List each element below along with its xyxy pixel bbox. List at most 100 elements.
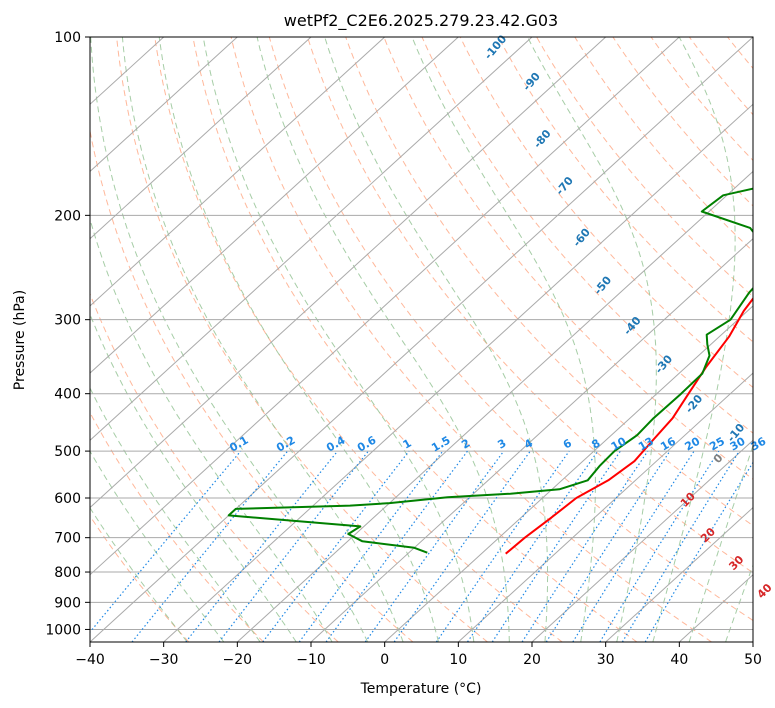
isotherm-line	[236, 170, 753, 642]
y-tick-label: 700	[54, 531, 81, 547]
moist-adiabat-label: 40	[755, 581, 775, 601]
temperature-profile-line	[505, 297, 753, 555]
isotherm-line	[90, 37, 459, 374]
x-tick-label: −10	[296, 652, 326, 668]
dry-adiabat-line	[421, 37, 753, 434]
moist-adiabat-label: 0	[711, 451, 726, 466]
moist-adiabat-line	[121, 37, 404, 642]
isotherm-line	[310, 237, 753, 642]
mixing-ratio-line	[131, 450, 289, 642]
saturation-temperature-label: -40	[621, 314, 644, 338]
mixing-ratio-label: 3	[495, 437, 508, 452]
x-axis-label: Temperature (°C)	[360, 681, 482, 697]
isotherm-line	[605, 506, 753, 642]
mixing-ratio-line	[491, 450, 621, 642]
isotherm-line	[90, 37, 753, 642]
isotherm-line	[90, 37, 312, 240]
saturation-temperature-label: -20	[683, 392, 706, 416]
dry-adiabat-line	[268, 37, 753, 622]
x-tick-label: 40	[670, 652, 688, 668]
dry-adiabat-line	[90, 515, 190, 642]
saturation-temperature-label: -50	[591, 273, 614, 297]
dry-adiabat-line	[230, 37, 712, 642]
saturation-temperature-label: -80	[531, 127, 554, 151]
chart-title: wetPf2_C2E6.2025.279.23.42.G03	[284, 11, 558, 31]
dry-adiabat-line	[192, 37, 638, 642]
y-tick-label: 200	[54, 208, 81, 224]
mixing-ratio-line	[90, 450, 242, 633]
mixing-ratio-line	[218, 450, 369, 642]
dry-adiabat-line	[90, 128, 414, 642]
isotherm-line	[90, 37, 607, 509]
dry-adiabat-line	[154, 37, 563, 642]
series-layer	[227, 187, 753, 555]
moist-adiabat-line	[90, 217, 333, 642]
moist-adiabat-line	[652, 37, 736, 642]
isotherm-line	[457, 372, 753, 642]
annotation-layer: 0.1 0.2 0.4 0.6 1 1.5 2 3 4 6 8 10 13 16 20 25 30 36-100-…	[227, 32, 775, 601]
dry-adiabat-line	[688, 37, 753, 116]
y-tick-label: 400	[54, 387, 81, 403]
moist-adiabat-line	[411, 37, 596, 642]
mixing-ratio-line	[572, 450, 695, 642]
y-tick-label: 300	[54, 313, 81, 329]
mixing-ratio-label: 2	[459, 437, 472, 452]
y-tick-label: 1000	[45, 622, 81, 638]
moist-adiabat-line	[90, 387, 261, 642]
y-axis-label: Pressure (hPa)	[12, 290, 28, 390]
mixing-ratio-line	[545, 450, 671, 642]
moist-adiabat-line	[90, 506, 188, 642]
moist-adiabat-label: 30	[726, 553, 746, 573]
mixing-ratio-label: 1	[401, 437, 414, 452]
moist-adiabat-line	[90, 313, 297, 642]
x-tick-label: 10	[449, 652, 467, 668]
mixing-ratio-line	[262, 450, 410, 642]
mixing-ratio-line	[435, 450, 570, 642]
dry-adiabat-line	[90, 411, 264, 642]
isotherm-line	[752, 641, 753, 642]
mixing-ratio-line	[521, 450, 649, 642]
mixing-ratio-line	[325, 450, 468, 642]
x-tick-label: 30	[597, 652, 615, 668]
mixing-ratio-line	[364, 450, 505, 642]
saturation-temperature-label: -90	[520, 70, 543, 94]
y-tick-label: 900	[54, 595, 81, 611]
y-tick-label: 800	[54, 565, 81, 581]
isotherm-line	[531, 439, 753, 642]
dry-adiabat-line	[307, 37, 753, 574]
y-tick-label: 100	[54, 30, 81, 46]
isotherm-line	[163, 103, 753, 642]
moist-adiabat-line	[725, 563, 753, 642]
grid-layer	[90, 37, 775, 642]
dry-adiabat-line	[650, 37, 753, 162]
isotherm-line	[90, 37, 680, 576]
dry-adiabat-line	[536, 37, 753, 298]
moist-adiabat-line	[688, 444, 753, 642]
x-tick-label: −30	[149, 652, 179, 668]
x-tick-label: −40	[75, 652, 105, 668]
plot-frame	[89, 36, 754, 643]
moist-adiabat-line	[90, 450, 225, 642]
dry-adiabat-line	[497, 37, 753, 343]
x-tick-label: 50	[744, 652, 762, 668]
isotherm-line	[90, 37, 386, 307]
isotherm-line	[384, 305, 753, 642]
dry-adiabat-line	[116, 37, 488, 642]
moist-adiabat-line	[90, 37, 369, 642]
saturation-temperature-label: -70	[553, 174, 576, 198]
moist-adiabat-line	[158, 37, 439, 642]
moist-adiabat-line	[256, 37, 510, 642]
moist-adiabat-line	[324, 37, 549, 642]
moist-adiabat-line	[202, 37, 475, 642]
mixing-ratio-line	[298, 450, 444, 642]
mixing-ratio-line	[621, 450, 740, 642]
dry-adiabat-line	[766, 37, 775, 642]
dry-adiabat-line	[727, 37, 753, 70]
mixing-ratio-label: 6	[561, 436, 574, 451]
isotherm-line	[90, 37, 533, 442]
y-tick-label: 600	[54, 491, 81, 507]
mixing-ratio-line	[599, 450, 720, 642]
x-tick-label: 0	[380, 652, 389, 668]
saturation-temperature-label: -60	[570, 226, 593, 250]
